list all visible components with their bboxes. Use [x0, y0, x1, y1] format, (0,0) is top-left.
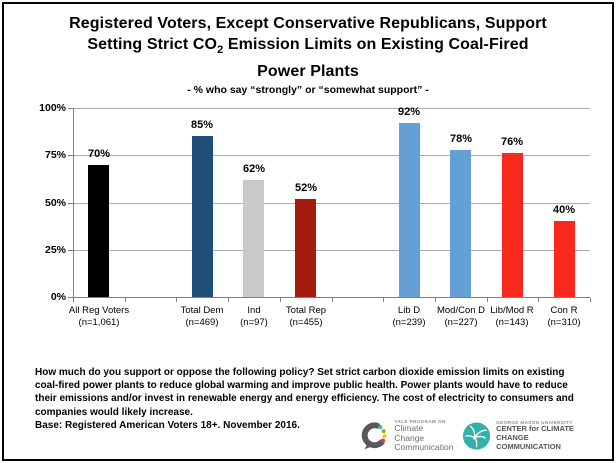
- category-name: Lib D: [397, 305, 421, 316]
- category-name: Mod/Con D: [436, 305, 486, 316]
- category-n: (n=310): [547, 316, 581, 328]
- gridline: [73, 250, 590, 251]
- y-axis-tick-label: 75%: [44, 149, 66, 161]
- x-axis-label: Total Dem (n=469): [169, 305, 235, 328]
- x-axis-label: Con R (n=310): [531, 305, 597, 328]
- base-note: Base: Registered American Voters 18+. No…: [35, 420, 300, 431]
- x-axis-tick: [228, 298, 229, 302]
- x-axis-tick: [487, 298, 488, 302]
- x-axis-label: Mod/Con D (n=227): [428, 305, 494, 328]
- bar: [243, 180, 264, 297]
- category-name: All Reg Voters: [68, 305, 130, 316]
- gmu-logo-text: GEORGE MASON UNIVERSITY CENTER for CLIMA…: [496, 420, 605, 451]
- y-axis-tick: [68, 108, 73, 109]
- bar-value-label: 85%: [190, 119, 214, 131]
- x-axis-tick: [435, 298, 436, 302]
- category-name: Total Dem: [180, 305, 224, 316]
- y-axis-tick-label: 50%: [44, 197, 66, 209]
- title-subscript: 2: [217, 44, 224, 57]
- y-axis-tick: [68, 155, 73, 156]
- x-axis-tick: [332, 298, 333, 302]
- gridline: [73, 108, 590, 109]
- gmu-university-label: GEORGE MASON UNIVERSITY: [496, 420, 573, 426]
- bar-value-label: 62%: [242, 163, 266, 175]
- category-n: (n=1,061): [78, 316, 120, 328]
- y-axis-tick-label: 100%: [39, 102, 66, 114]
- gmu-line1: CENTER for CLIMATE CHANGE: [496, 424, 574, 443]
- survey-question: How much do you support or oppose the fo…: [35, 367, 574, 418]
- x-axis-tick: [590, 298, 591, 302]
- category-name: Lib/Mod R: [490, 305, 534, 316]
- gmu-logo-icon: [463, 422, 491, 450]
- y-axis: [73, 108, 74, 297]
- logos-row: YALE PROGRAM ON Climate Change Communica…: [360, 418, 605, 454]
- bar-value-label: 92%: [397, 106, 421, 118]
- y-axis-tick: [68, 250, 73, 251]
- x-axis: [73, 297, 590, 298]
- category-name: Ind: [247, 305, 261, 316]
- x-axis-tick: [73, 298, 74, 302]
- y-axis-tick-label: 0%: [50, 291, 66, 303]
- category-name: Total Rep: [285, 305, 327, 316]
- yale-program-label: YALE PROGRAM ON: [394, 419, 446, 425]
- category-n: (n=227): [444, 316, 478, 328]
- yale-line1: Climate Change: [394, 423, 425, 443]
- title-text-suffix: Emission Limits on Existing Coal-Fired P…: [227, 36, 529, 81]
- gmu-line2: COMMUNICATION: [496, 441, 561, 451]
- bar-value-label: 78%: [449, 133, 473, 145]
- bar-value-label: 40%: [552, 204, 576, 216]
- x-axis-label: Total Rep (n=455): [273, 305, 339, 328]
- bar: [88, 165, 109, 297]
- bar-value-label: 52%: [294, 182, 318, 194]
- x-axis-label: Ind (n=97): [221, 305, 287, 328]
- bar: [554, 221, 575, 297]
- gmu-logo: GEORGE MASON UNIVERSITY CENTER for CLIMA…: [462, 420, 605, 451]
- category-n: (n=239): [392, 316, 426, 328]
- category-n: (n=143): [495, 316, 529, 328]
- bar-value-label: 70%: [87, 148, 111, 160]
- x-axis-tick: [280, 298, 281, 302]
- category-n: (n=455): [289, 316, 323, 328]
- x-axis-tick: [383, 298, 384, 302]
- x-axis-tick: [125, 298, 126, 302]
- x-axis-label: Lib/Mod R (n=143): [479, 305, 545, 328]
- bar-value-label: 76%: [500, 136, 524, 148]
- gridline: [73, 203, 590, 204]
- bar: [399, 123, 420, 297]
- y-axis-tick: [68, 297, 73, 298]
- yale-logo-icon: [361, 422, 387, 450]
- category-n: (n=97): [240, 316, 268, 328]
- bar: [192, 136, 213, 297]
- y-axis-tick-label: 25%: [44, 244, 66, 256]
- x-axis-label: All Reg Voters (n=1,061): [66, 305, 132, 328]
- bar: [502, 153, 523, 297]
- bar: [450, 150, 471, 297]
- yale-logo-text: YALE PROGRAM ON Climate Change Communica…: [394, 419, 454, 453]
- chart-subtitle: - % who say “strongly” or “somewhat supp…: [187, 84, 429, 97]
- gridline: [73, 155, 590, 156]
- bar: [295, 199, 316, 297]
- category-n: (n=469): [185, 316, 219, 328]
- y-axis-tick: [68, 203, 73, 204]
- x-axis-tick: [538, 298, 539, 302]
- yale-logo: YALE PROGRAM ON Climate Change Communica…: [360, 419, 454, 453]
- title-text-prefix: Registered Voters, Except Conservative R…: [69, 15, 547, 53]
- category-name: Con R: [550, 305, 578, 316]
- x-axis-tick: [176, 298, 177, 302]
- x-axis-label: Lib D (n=239): [376, 305, 442, 328]
- page-title: Registered Voters, Except Conservative R…: [0, 13, 616, 82]
- yale-line2: Communication: [394, 442, 454, 453]
- title-block: Registered Voters, Except Conservative R…: [0, 13, 616, 96]
